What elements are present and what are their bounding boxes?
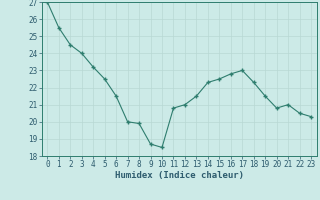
X-axis label: Humidex (Indice chaleur): Humidex (Indice chaleur): [115, 171, 244, 180]
